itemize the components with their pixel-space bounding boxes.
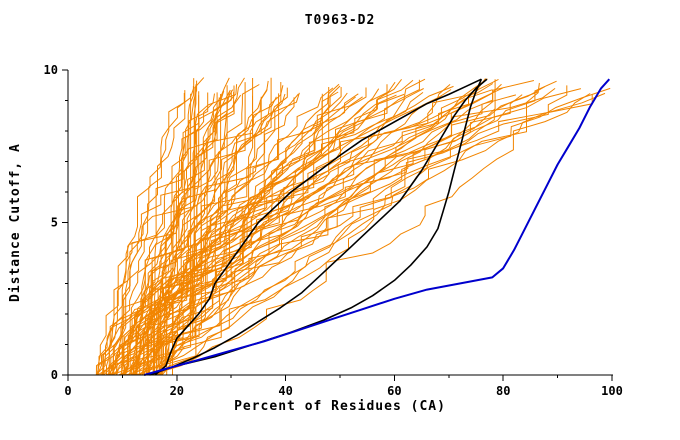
model-curve [128, 95, 442, 376]
axes [62, 69, 613, 381]
tick-labels: 0 20 40 60 80 100 0 5 10 [44, 63, 623, 398]
model-curve [112, 91, 230, 376]
model-curve [149, 93, 591, 376]
model-curve [137, 82, 540, 376]
model-curve [133, 93, 405, 375]
model-curve [135, 83, 502, 375]
model-curve [118, 84, 451, 376]
orange-model-pool [95, 77, 611, 376]
model-curve [158, 87, 334, 375]
model-curve [108, 93, 185, 376]
black-highlight-2 [149, 78, 488, 376]
model-curve [111, 89, 452, 376]
model-curve [116, 94, 523, 376]
y-axis-label: Distance Cutoff, A [8, 143, 23, 302]
model-curve [145, 84, 197, 376]
model-curve [159, 85, 341, 376]
x-axis-label: Percent of Residues (CA) [234, 399, 446, 414]
model-curve [99, 78, 499, 376]
x-tick-label: 20 [170, 384, 184, 398]
model-curve [120, 78, 426, 376]
model-curve [96, 96, 277, 376]
model-curve [121, 87, 611, 376]
y-tick-label: 10 [44, 63, 58, 77]
model-curve [95, 92, 348, 376]
model-curve [97, 84, 260, 375]
model-curve [132, 94, 397, 375]
plot-lines [95, 77, 611, 376]
x-tick-label: 60 [387, 384, 401, 398]
model-curve [106, 95, 200, 375]
model-curve [115, 90, 186, 376]
model-curve [122, 79, 496, 376]
model-curve [152, 93, 215, 375]
model-curve [156, 85, 235, 376]
black-highlight-1 [154, 78, 482, 376]
best-model-blue [143, 78, 611, 376]
model-curve [123, 77, 245, 375]
x-tick-label: 80 [496, 384, 510, 398]
model-curve [129, 88, 582, 375]
model-curve [154, 82, 246, 375]
model-curve [134, 92, 209, 376]
model-curve [161, 91, 424, 375]
model-curve [116, 85, 454, 375]
model-curve [132, 78, 486, 376]
model-curve [152, 85, 568, 375]
model-curve [131, 93, 359, 376]
x-tick-label: 0 [64, 384, 71, 398]
model-curve [154, 80, 557, 376]
x-tick-label: 100 [601, 384, 623, 398]
y-tick-label: 0 [51, 368, 58, 382]
y-tick-label: 5 [51, 216, 58, 230]
model-curve [159, 80, 269, 375]
chart-title: T0963-D2 [304, 13, 376, 28]
model-curve [145, 85, 284, 376]
x-tick-label: 40 [278, 384, 292, 398]
